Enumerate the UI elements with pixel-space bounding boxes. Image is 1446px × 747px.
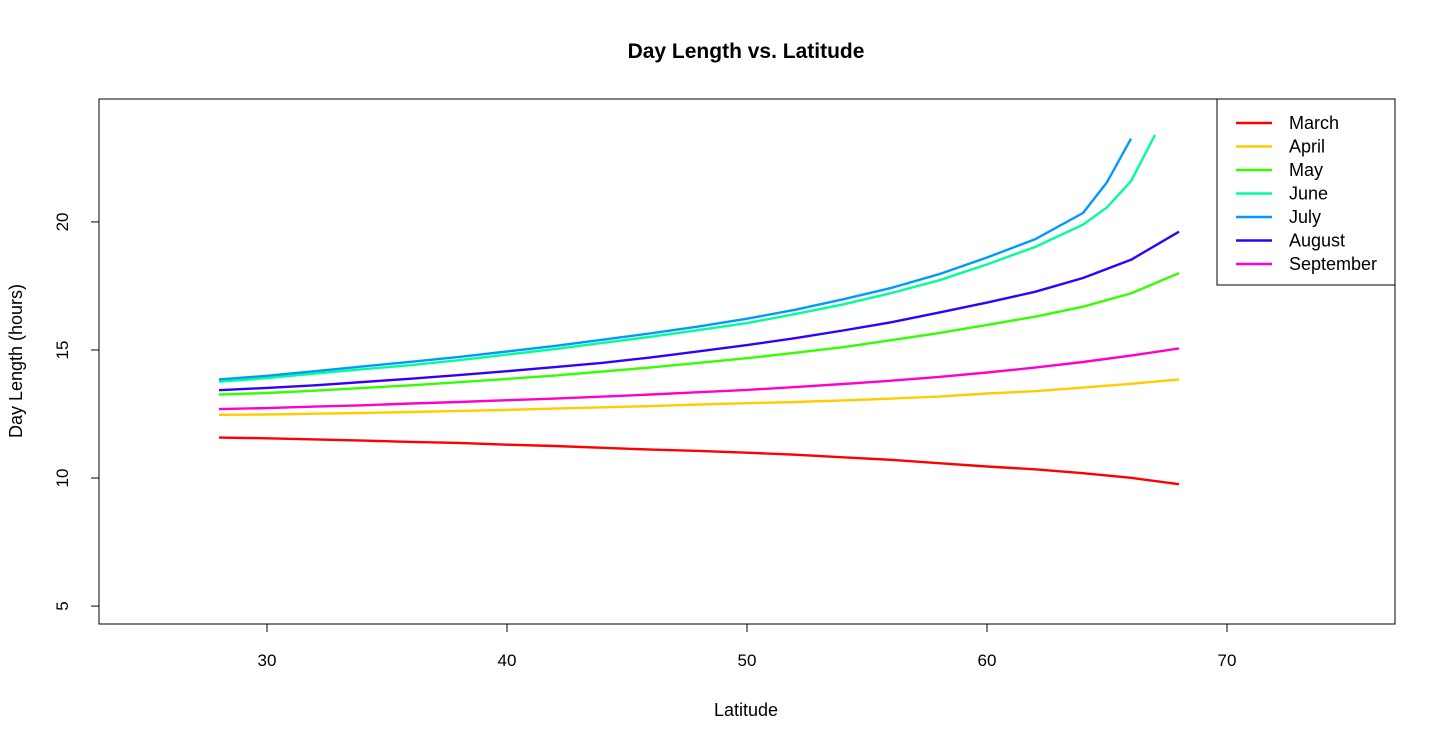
plot-frame — [98, 98, 1396, 625]
legend-label-july: July — [1289, 207, 1321, 227]
series-line-march — [218, 436, 1180, 486]
series-line-april — [218, 378, 1180, 416]
y-tick-label: 10 — [53, 469, 72, 488]
legend-label-august: August — [1289, 231, 1345, 251]
legend-label-september: September — [1289, 254, 1377, 274]
series-layer — [218, 134, 1180, 486]
chart-title: Day Length vs. Latitude — [628, 40, 865, 63]
legend-label-june: June — [1289, 184, 1328, 204]
series-line-may — [218, 271, 1180, 396]
series-line-august — [218, 230, 1180, 392]
x-axis-label: Latitude — [714, 700, 778, 720]
x-tick-label: 30 — [258, 651, 277, 670]
series-line-june — [218, 134, 1157, 383]
x-tick-label: 40 — [498, 651, 517, 670]
x-axis: 30 40 50 60 70 — [258, 623, 1237, 670]
y-tick-label: 5 — [53, 601, 72, 610]
legend-label-may: May — [1289, 160, 1323, 180]
x-tick-label: 70 — [1218, 651, 1237, 670]
y-axis-label: Day Length (hours) — [6, 284, 26, 438]
legend-box — [1216, 98, 1396, 286]
legend-label-march: March — [1289, 113, 1339, 133]
series-line-july — [218, 138, 1133, 381]
x-tick-label: 50 — [738, 651, 757, 670]
y-tick-label: 15 — [53, 341, 72, 360]
legend-label-april: April — [1289, 137, 1325, 157]
x-tick-label: 60 — [978, 651, 997, 670]
legend: March April May June July August September — [1216, 98, 1396, 286]
y-tick-label: 20 — [53, 212, 72, 231]
y-axis: 5 10 15 20 — [53, 212, 100, 611]
series-line-september — [218, 347, 1180, 411]
